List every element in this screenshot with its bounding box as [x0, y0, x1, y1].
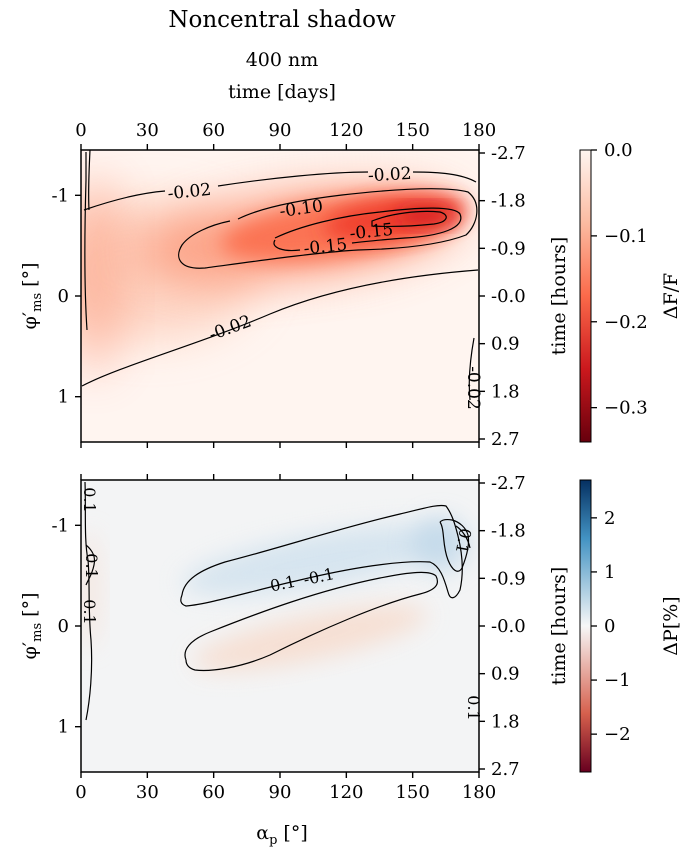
contour-line [84, 152, 88, 331]
contour-line [81, 269, 479, 387]
y-tick-label: 1 [58, 717, 69, 738]
x-top-tick-label: 180 [462, 120, 496, 141]
bottom-right-axis-label: time [hours] [548, 567, 570, 686]
bottom-colorbar-ticks: 2 1 0 −1 −2 [591, 508, 631, 745]
y-right-tick-label: 2.7 [491, 429, 520, 450]
x-top-tick-label: 0 [75, 120, 86, 141]
bottom-contour-lines [84, 481, 471, 721]
colorbar-tick-label: −0.3 [604, 398, 648, 419]
contour-line [180, 504, 463, 607]
top-colorbar: 0.0 −0.1 −0.2 −0.3 ΔF/F [579, 140, 682, 443]
contour-label: 0.1 [82, 553, 101, 578]
x-tick-label: 150 [395, 782, 429, 803]
figure-subtitle: 400 nm [246, 49, 319, 71]
top-colorbar-ticks: 0.0 −0.1 −0.2 −0.3 [591, 140, 648, 419]
colorbar-tick-label: −1 [604, 670, 631, 691]
contour-label: -0.15 [349, 220, 394, 244]
colorbar-tick-label: 1 [604, 562, 615, 583]
y-tick-label: 0 [58, 286, 69, 307]
y-tick-label: 1 [58, 387, 69, 408]
top-x-axis-label: time [days] [228, 81, 336, 103]
contour-label: 0.1 [80, 487, 99, 512]
contour-line [455, 525, 471, 549]
contour-line [184, 571, 439, 672]
colorbar-tick-label: −2 [604, 724, 631, 745]
x-tick-label: 90 [269, 782, 292, 803]
contour-line [468, 337, 475, 401]
top-right-axis-label: time [hours] [548, 237, 570, 356]
contour-line [83, 171, 477, 211]
y-right-tick-label: 0.9 [491, 664, 520, 685]
y-right-tick-label: -0.0 [491, 616, 526, 637]
top-contour-lines [81, 150, 479, 401]
colorbar-tick-label: 2 [604, 508, 615, 529]
x-tick-label: 180 [462, 782, 496, 803]
contour-line [178, 188, 478, 269]
bottom-heatmap-field [81, 517, 468, 671]
contour-label: 0.1 [80, 599, 99, 624]
y-right-tick-label: 1.8 [491, 381, 520, 402]
top-colorbar-bar [579, 149, 592, 443]
contour-label: -0.02 [463, 366, 483, 410]
top-axes: 0 30 60 90 120 150 180 -1 0 1 -2.7 -1.8 -0.9 -0.0 0.9 1… [51, 120, 525, 450]
x-tick-label: 60 [202, 782, 225, 803]
y-right-tick-label: -0.0 [491, 286, 526, 307]
x-top-tick-label: 30 [136, 120, 159, 141]
contour-line [85, 544, 96, 586]
contour-line [87, 150, 91, 211]
contour-label: 0.1 [452, 527, 475, 555]
bottom-colorbar: 2 1 0 −1 −2 ΔP[%] [579, 479, 682, 773]
bottom-x-axis-label: αp [°] [256, 822, 308, 848]
y-right-tick-label: -1.8 [491, 521, 526, 542]
y-right-tick-label: -2.7 [491, 143, 526, 164]
y-right-tick-label: -1.8 [491, 191, 526, 212]
x-tick-label: 120 [329, 782, 363, 803]
x-top-tick-label: 60 [202, 120, 225, 141]
x-tick-label: 30 [136, 782, 159, 803]
x-tick-label: 0 [75, 782, 86, 803]
top-heatmap-field [81, 175, 467, 375]
bottom-heatmap-panel: 0.1 -0.1 0.1 0.1 0.1 0.1 0.1 0 30 60 90 120 1… [19, 473, 570, 803]
figure-title: Noncentral shadow [168, 7, 396, 33]
contour-label: -0.15 [303, 235, 348, 259]
y-right-tick-label: 2.7 [491, 759, 520, 780]
y-tick-label: -1 [51, 185, 69, 206]
contour-line [273, 207, 462, 252]
contour-label: 0.1 [268, 572, 297, 596]
colorbar-tick-label: 0 [604, 616, 615, 637]
colorbar-tick-label: −0.1 [604, 226, 648, 247]
y-right-tick-label: 1.8 [491, 711, 520, 732]
x-top-tick-label: 120 [329, 120, 363, 141]
bottom-y-axis-label: φ′ms [°] [19, 593, 45, 660]
top-colorbar-label: ΔF/F [660, 273, 682, 320]
contour-line [371, 210, 447, 227]
y-right-tick-label: -0.9 [491, 568, 526, 589]
bottom-colorbar-label: ΔP[%] [660, 596, 682, 655]
top-heatmap-panel: -0.02 -0.02 -0.10 -0.15 -0.15 -0.02 -0.0… [19, 120, 570, 450]
bottom-axes: 0 30 60 90 120 150 180 -1 0 1 -2.7 -1.8 -0.9 -0.0 0.9 1… [51, 473, 525, 803]
top-y-axis-label: φ′ms [°] [19, 263, 45, 330]
contour-line [84, 481, 93, 721]
y-right-tick-label: -0.9 [491, 238, 526, 259]
colorbar-tick-label: 0.0 [604, 140, 633, 161]
x-top-tick-label: 90 [269, 120, 292, 141]
contour-label: -0.02 [367, 164, 412, 186]
y-tick-label: -1 [51, 515, 69, 536]
y-right-tick-label: -2.7 [491, 473, 526, 494]
y-tick-label: 0 [58, 616, 69, 637]
colorbar-tick-label: −0.2 [604, 312, 648, 333]
bottom-colorbar-bar [579, 479, 592, 773]
x-top-tick-label: 150 [395, 120, 429, 141]
y-right-tick-label: 0.9 [491, 334, 520, 355]
contour-label: -0.02 [167, 180, 212, 204]
contour-label: 0.1 [464, 695, 483, 720]
contour-line [439, 519, 470, 572]
